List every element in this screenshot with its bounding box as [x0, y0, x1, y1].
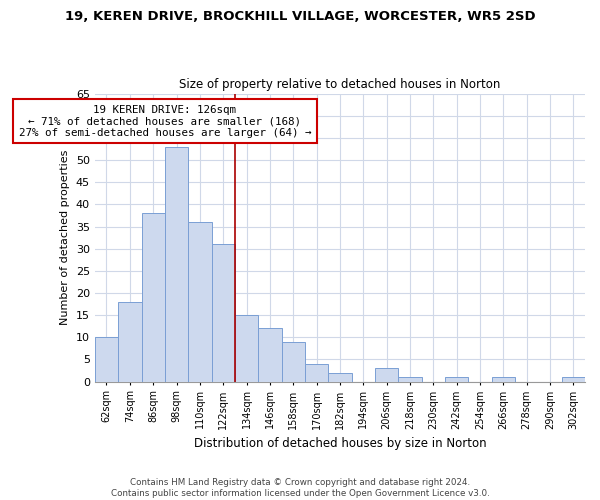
Bar — [118, 302, 142, 382]
Bar — [562, 377, 585, 382]
Bar — [375, 368, 398, 382]
Bar — [445, 377, 468, 382]
Bar — [95, 338, 118, 382]
X-axis label: Distribution of detached houses by size in Norton: Distribution of detached houses by size … — [194, 437, 486, 450]
Text: 19, KEREN DRIVE, BROCKHILL VILLAGE, WORCESTER, WR5 2SD: 19, KEREN DRIVE, BROCKHILL VILLAGE, WORC… — [65, 10, 535, 23]
Text: 19 KEREN DRIVE: 126sqm
← 71% of detached houses are smaller (168)
27% of semi-de: 19 KEREN DRIVE: 126sqm ← 71% of detached… — [19, 104, 311, 138]
Bar — [258, 328, 281, 382]
Bar — [212, 244, 235, 382]
Bar — [491, 377, 515, 382]
Bar — [188, 222, 212, 382]
Bar — [235, 315, 258, 382]
Title: Size of property relative to detached houses in Norton: Size of property relative to detached ho… — [179, 78, 500, 91]
Bar — [398, 377, 422, 382]
Bar — [165, 146, 188, 382]
Bar — [305, 364, 328, 382]
Bar — [328, 373, 352, 382]
Y-axis label: Number of detached properties: Number of detached properties — [60, 150, 70, 326]
Text: Contains HM Land Registry data © Crown copyright and database right 2024.
Contai: Contains HM Land Registry data © Crown c… — [110, 478, 490, 498]
Bar — [281, 342, 305, 382]
Bar — [142, 213, 165, 382]
